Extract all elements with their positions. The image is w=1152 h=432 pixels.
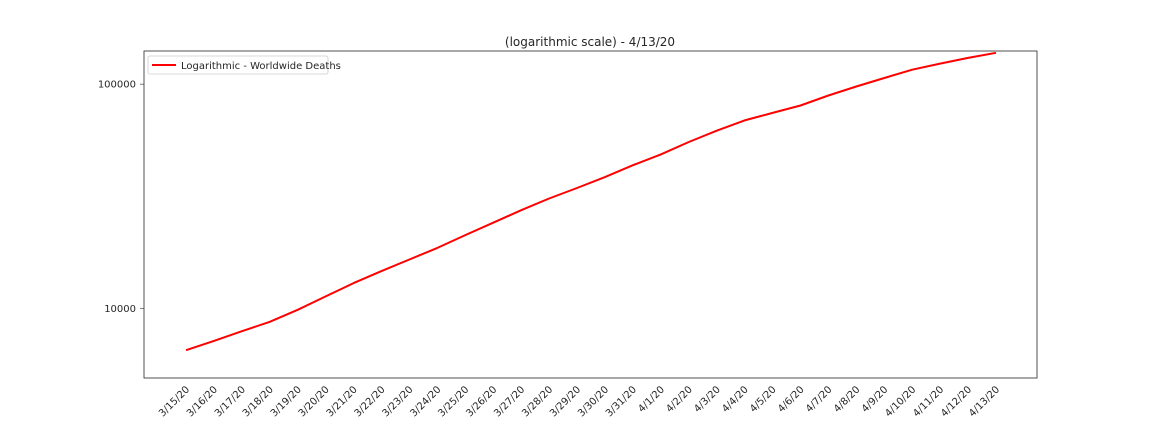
legend-box bbox=[147, 55, 329, 75]
series-line bbox=[185, 51, 997, 352]
y-tick-label: 100000 bbox=[98, 80, 136, 91]
legend-label: Logarithmic - Worldwide Deaths bbox=[181, 61, 341, 72]
y-tick-label: 10000 bbox=[104, 304, 136, 315]
plot-area bbox=[143, 50, 1038, 379]
legend: Logarithmic - Worldwide Deaths bbox=[147, 55, 341, 75]
series-layer bbox=[185, 51, 997, 352]
chart-title: (logarithmic scale) - 4/13/20 bbox=[505, 35, 675, 49]
y-axis: 10000 100000 bbox=[98, 80, 144, 315]
